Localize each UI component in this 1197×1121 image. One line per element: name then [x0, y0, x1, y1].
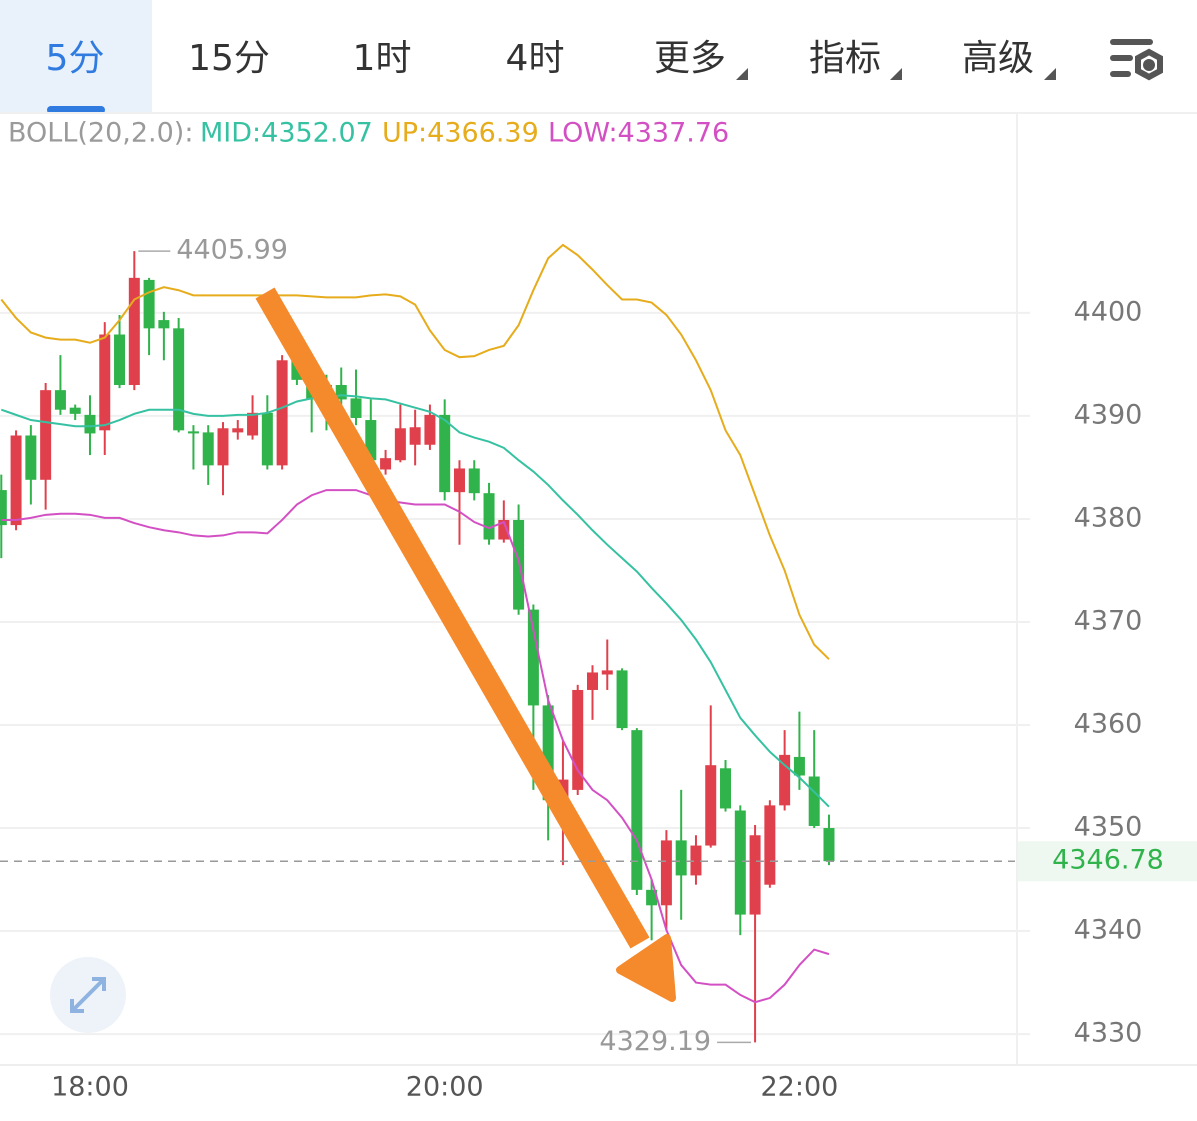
- candle-body: [424, 414, 436, 445]
- arrow-head: [616, 934, 676, 1002]
- candle-body: [0, 490, 7, 526]
- y-tick-label: 4340: [1074, 915, 1143, 946]
- candle-body: [498, 519, 510, 540]
- icon-dot: [1143, 59, 1155, 71]
- boll-line: [1, 489, 830, 1004]
- settings-icon[interactable]: [1110, 39, 1163, 81]
- boll-line: [0, 394, 830, 808]
- candle-body: [823, 828, 835, 862]
- candle-body: [793, 756, 805, 776]
- boll-line: [0, 243, 830, 660]
- candle-body: [143, 279, 155, 329]
- candle-body: [114, 334, 126, 385]
- candle-body: [483, 493, 495, 540]
- indicator-value: UP:4366.39: [382, 118, 539, 149]
- icon-hex: [1135, 48, 1163, 81]
- last-price-bg: [1018, 841, 1197, 882]
- tab[interactable]: 5分: [46, 38, 105, 79]
- candle-body: [527, 609, 539, 706]
- candle-body: [542, 705, 554, 801]
- candle-body: [631, 730, 643, 890]
- tab[interactable]: 1时: [353, 38, 412, 79]
- x-tick-label: 20:00: [406, 1072, 484, 1103]
- x-tick-label: 22:00: [761, 1072, 839, 1103]
- y-tick-label: 4370: [1074, 605, 1143, 636]
- y-tick-label: 4330: [1074, 1018, 1143, 1049]
- candle-body: [247, 412, 259, 436]
- indicator-value: MID:4352.07: [200, 118, 373, 149]
- candle-body: [439, 414, 451, 493]
- candle-body: [734, 810, 746, 915]
- y-tick-label: 4380: [1074, 502, 1143, 533]
- candle-body: [749, 835, 761, 915]
- candle-body: [587, 672, 598, 690]
- candle-body: [808, 776, 820, 826]
- tab[interactable]: 更多: [654, 38, 726, 79]
- plot: 4330 4340 4350 4360 4370 4380 4390 4400 18:00 20:…: [0, 243, 1143, 1103]
- arrow-shaft: [255, 287, 650, 949]
- low-label: 4329.19: [599, 1026, 711, 1057]
- candle-body: [779, 754, 791, 806]
- candle-body: [217, 428, 229, 466]
- tab-active-bg: [0, 0, 152, 113]
- candle-body: [646, 889, 658, 906]
- tab-bar: [0, 0, 1197, 113]
- candle-body: [394, 428, 406, 461]
- candle-body: [453, 468, 465, 493]
- high-label: 4405.99: [176, 235, 288, 266]
- candle-body: [764, 805, 776, 885]
- candle-body: [675, 840, 687, 876]
- candle-body: [276, 360, 288, 466]
- candle-body: [128, 277, 140, 385]
- candle-body: [25, 435, 37, 480]
- expand-button[interactable]: [50, 957, 126, 1033]
- candle-body: [187, 431, 199, 434]
- candle-body: [720, 768, 732, 809]
- candle-body: [350, 398, 362, 418]
- candle-body: [365, 420, 377, 461]
- expand-icon: [70, 977, 106, 1013]
- candle-body: [54, 390, 66, 410]
- candle-body: [202, 432, 214, 466]
- candle-body: [335, 385, 347, 400]
- candle-body: [84, 414, 96, 434]
- candle-body: [380, 458, 392, 470]
- x-tick-label: 18:00: [51, 1072, 129, 1103]
- indicator-label: BOLL(20,2.0):: [8, 118, 193, 149]
- candle-body: [601, 670, 613, 675]
- candle-body: [468, 468, 480, 494]
- dropdown-caret: [736, 68, 1056, 80]
- y-tick-label: 4360: [1074, 709, 1143, 740]
- candle-body: [616, 670, 628, 729]
- tab[interactable]: 4时: [506, 38, 565, 79]
- candle-body: [99, 334, 111, 431]
- candle-body: [660, 840, 672, 906]
- trend-arrow: [255, 287, 676, 1002]
- tab[interactable]: 指标: [809, 38, 881, 79]
- candle-body: [10, 435, 22, 526]
- candle-body: [261, 412, 273, 466]
- last-price-label: 4346.78: [1052, 845, 1164, 876]
- candle-body: [572, 689, 584, 790]
- y-tick-label: 4390: [1074, 399, 1143, 430]
- candle-body: [173, 328, 185, 431]
- tab[interactable]: 高级: [962, 38, 1034, 79]
- candle-body: [40, 390, 52, 480]
- candle-body: [232, 428, 244, 433]
- candle-body: [69, 407, 81, 414]
- tab[interactable]: 15分: [188, 38, 270, 79]
- candle-body: [690, 845, 702, 876]
- candle-body: [409, 427, 421, 445]
- y-tick-label: 4350: [1074, 812, 1143, 843]
- candle-body: [705, 765, 717, 846]
- indicator-value: LOW:4337.76: [548, 118, 729, 149]
- y-tick-label: 4400: [1074, 296, 1143, 327]
- candle-body: [158, 320, 170, 329]
